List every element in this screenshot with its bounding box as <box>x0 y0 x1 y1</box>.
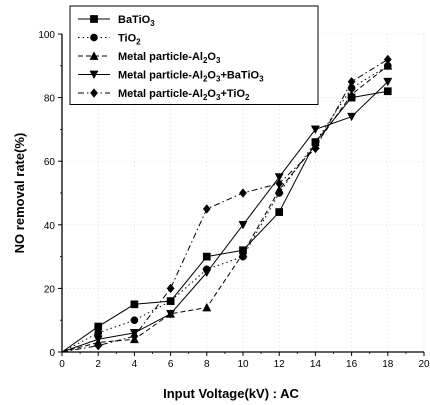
x-tick-label: 14 <box>310 359 322 370</box>
data-point <box>130 331 139 341</box>
y-tick-label: 0 <box>49 348 55 359</box>
legend-label: BaTiO3 <box>118 14 155 28</box>
legend-marker <box>89 51 99 60</box>
x-tick-label: 0 <box>59 359 65 370</box>
data-point <box>238 248 248 258</box>
series-layer <box>61 54 393 353</box>
data-point <box>383 61 393 70</box>
x-tick-label: 4 <box>132 359 138 370</box>
series-line <box>61 65 389 353</box>
legend-box <box>69 5 319 105</box>
data-point <box>130 300 139 309</box>
x-axis-title: Input Voltage(kV) : AC <box>163 386 299 401</box>
data-point <box>383 77 393 87</box>
data-point <box>202 268 212 278</box>
data-point <box>166 283 175 294</box>
data-point <box>202 302 212 312</box>
x-tick-label: 6 <box>168 359 174 370</box>
legend-label: Metal particle-Al2O3 <box>118 51 221 65</box>
data-point <box>238 220 248 230</box>
legend-item-3: Metal particle-Al2O3+BaTiO3 <box>78 70 264 84</box>
data-point <box>347 76 356 87</box>
data-point <box>202 252 211 261</box>
y-tick-label: 60 <box>44 157 56 168</box>
data-point <box>239 188 247 198</box>
series-line <box>61 90 388 353</box>
legend-item-1: TiO2 <box>78 33 141 47</box>
y-axis-title: NO removal rate(%) <box>12 133 27 254</box>
legend-marker <box>90 33 98 42</box>
legend-label: TiO2 <box>118 33 141 47</box>
data-point <box>202 204 211 214</box>
data-point <box>274 173 284 182</box>
x-tick-label: 8 <box>204 359 210 370</box>
legend-item-0: BaTiO3 <box>78 14 155 28</box>
legend-marker <box>90 88 98 98</box>
series-1 <box>61 61 392 353</box>
data-point <box>166 297 175 305</box>
legend-marker <box>89 70 99 80</box>
legend-marker <box>90 15 98 23</box>
y-tick-label: 20 <box>44 284 56 295</box>
x-tick-label: 12 <box>274 359 286 370</box>
data-point <box>166 309 176 319</box>
data-point <box>383 54 392 65</box>
y-tick-label: 100 <box>38 30 55 41</box>
data-point <box>347 89 357 99</box>
x-tick-label: 20 <box>418 359 430 370</box>
data-point <box>130 316 139 325</box>
x-tick-label: 10 <box>237 359 249 370</box>
x-tick-label: 18 <box>382 359 394 370</box>
series-line <box>61 81 389 353</box>
legend: BaTiO3 TiO2 Metal particle-Al2O3 Metal part… <box>69 5 319 105</box>
series-4 <box>61 54 392 353</box>
x-tick-label: 2 <box>95 359 101 370</box>
data-point <box>383 87 392 96</box>
legend-label: Metal particle-Al2O3+BaTiO3 <box>118 70 264 84</box>
axes: 0 2 4 6 8 10 12 14 16 18 20 0 20 40 60 80 100 <box>38 30 430 370</box>
data-point <box>275 178 284 189</box>
data-point <box>347 112 357 122</box>
data-point <box>274 185 284 194</box>
data-point <box>310 125 320 135</box>
series-2 <box>61 61 393 353</box>
data-point <box>94 340 103 351</box>
series-3 <box>61 77 393 353</box>
x-tick-label: 16 <box>346 359 358 370</box>
series-line <box>61 65 389 353</box>
series-0 <box>61 87 392 353</box>
legend-label: Metal particle-Al2O3+TiO2 <box>118 88 250 102</box>
data-point <box>93 335 103 344</box>
data-point <box>311 143 320 154</box>
y-tick-label: 40 <box>44 221 56 232</box>
legend-item-4: Metal particle-Al2O3+TiO2 <box>78 88 250 102</box>
series-line <box>61 59 389 353</box>
y-tick-label: 80 <box>44 94 56 105</box>
legend-item-2: Metal particle-Al2O3 <box>78 51 221 65</box>
data-point <box>275 208 284 216</box>
